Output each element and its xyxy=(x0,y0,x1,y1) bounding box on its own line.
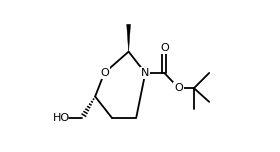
Text: O: O xyxy=(174,83,183,93)
Text: N: N xyxy=(141,68,150,78)
Text: O: O xyxy=(100,68,109,78)
Polygon shape xyxy=(127,24,130,52)
Text: O: O xyxy=(160,43,169,53)
Text: HO: HO xyxy=(53,113,70,123)
